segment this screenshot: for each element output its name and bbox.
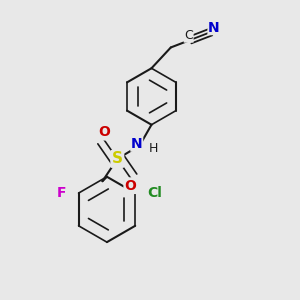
Text: N: N bbox=[208, 20, 220, 34]
Text: O: O bbox=[98, 125, 110, 139]
Text: F: F bbox=[57, 186, 67, 200]
Text: H: H bbox=[148, 142, 158, 155]
Text: C: C bbox=[184, 29, 193, 42]
Text: N: N bbox=[131, 137, 142, 151]
Text: O: O bbox=[125, 179, 136, 193]
Text: S: S bbox=[112, 152, 123, 166]
Text: Cl: Cl bbox=[147, 186, 162, 200]
